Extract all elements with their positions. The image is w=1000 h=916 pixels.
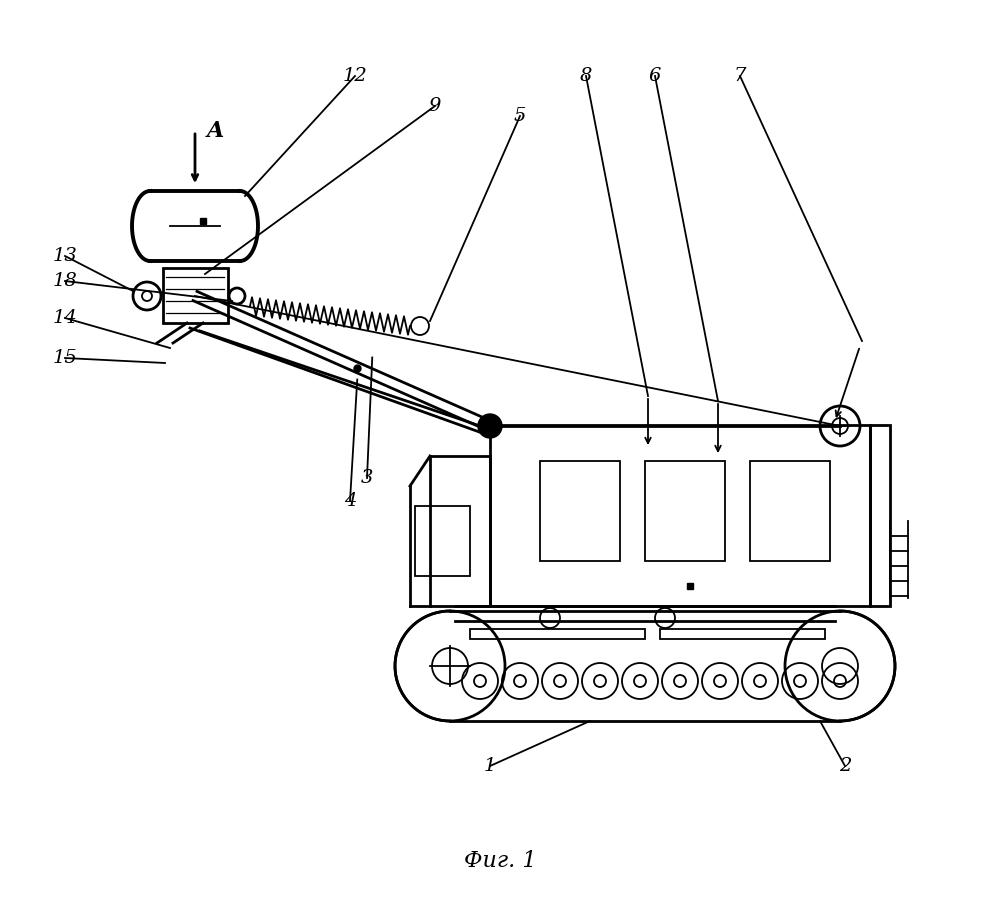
Text: Фиг. 1: Фиг. 1	[464, 850, 536, 872]
Bar	[163, 268, 228, 323]
Bar	[540, 461, 620, 561]
Bar	[870, 425, 890, 606]
Text: 9: 9	[429, 97, 441, 115]
Text: 7: 7	[734, 67, 746, 85]
Bar	[660, 629, 825, 639]
Text: 1: 1	[484, 757, 496, 775]
Text: 2: 2	[839, 757, 851, 775]
Text: 12: 12	[343, 67, 367, 85]
Text: 13: 13	[53, 247, 77, 265]
Text: 14: 14	[53, 309, 77, 327]
Text: 6: 6	[649, 67, 661, 85]
Text: 18: 18	[53, 272, 77, 290]
Bar	[470, 629, 645, 639]
Bar	[430, 456, 490, 606]
Text: 3: 3	[361, 469, 373, 487]
Text: 8: 8	[580, 67, 592, 85]
Text: 15: 15	[53, 349, 77, 367]
Circle shape	[478, 414, 502, 438]
Bar	[490, 425, 870, 606]
Bar	[415, 506, 470, 576]
Bar	[750, 461, 830, 561]
Text: 4: 4	[344, 492, 356, 510]
Text: 5: 5	[514, 107, 526, 125]
Text: A: A	[207, 120, 224, 142]
Bar	[645, 461, 725, 561]
